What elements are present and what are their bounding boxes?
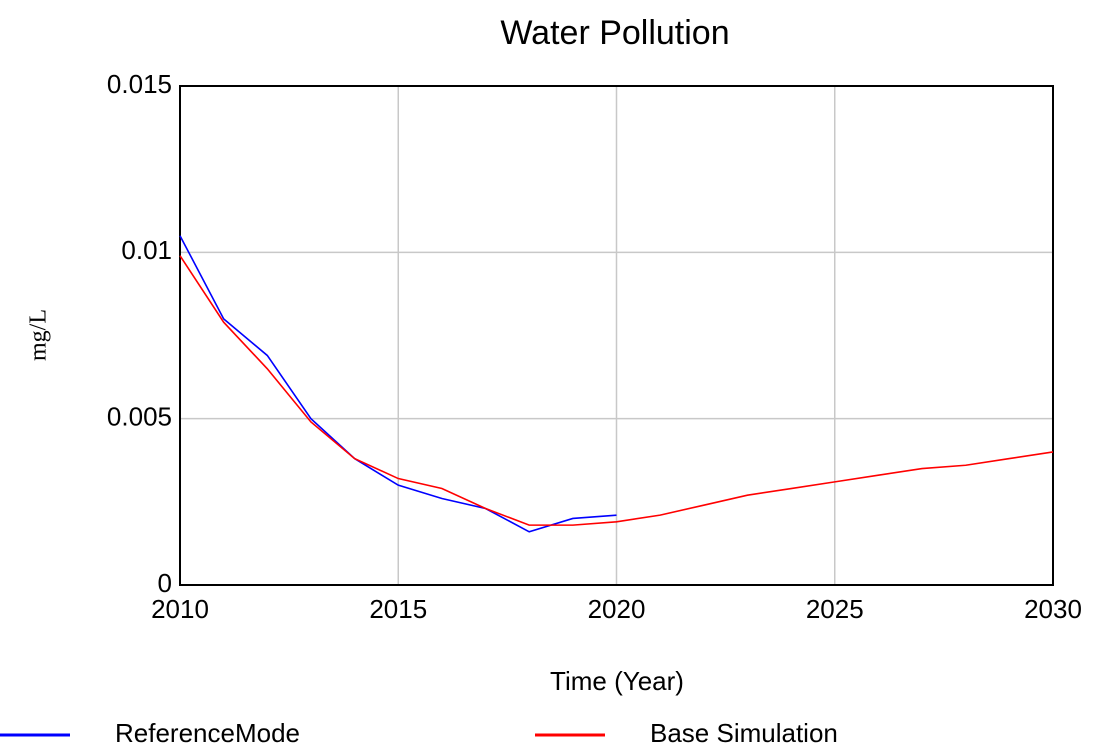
x-axis-label: Time (Year)	[550, 666, 684, 696]
legend-label: ReferenceMode	[115, 718, 300, 748]
y-tick-label: 0	[158, 568, 172, 598]
x-tick-label: 2020	[588, 594, 646, 624]
y-axis-label: mg/L	[26, 309, 52, 361]
x-tick-label: 2025	[806, 594, 864, 624]
x-tick-label: 2015	[369, 594, 427, 624]
chart-title: Water Pollution	[500, 14, 729, 52]
x-tick-label: 2030	[1024, 594, 1082, 624]
legend-label: Base Simulation	[650, 718, 838, 748]
line	[179, 235, 617, 533]
plot-frame	[179, 85, 1054, 586]
x-tick-label: 2010	[151, 594, 209, 624]
y-tick-label: 0.005	[107, 402, 172, 432]
line	[179, 255, 1054, 526]
y-tick-label: 0.015	[107, 69, 172, 99]
y-tick-label: 0.01	[121, 235, 172, 265]
